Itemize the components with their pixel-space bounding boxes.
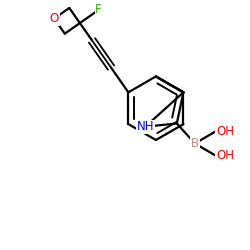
Text: O: O — [50, 12, 59, 25]
Text: OH: OH — [216, 125, 234, 138]
Text: B: B — [191, 137, 199, 150]
Text: NH: NH — [136, 120, 154, 133]
Text: F: F — [95, 4, 102, 16]
Text: OH: OH — [216, 149, 234, 162]
